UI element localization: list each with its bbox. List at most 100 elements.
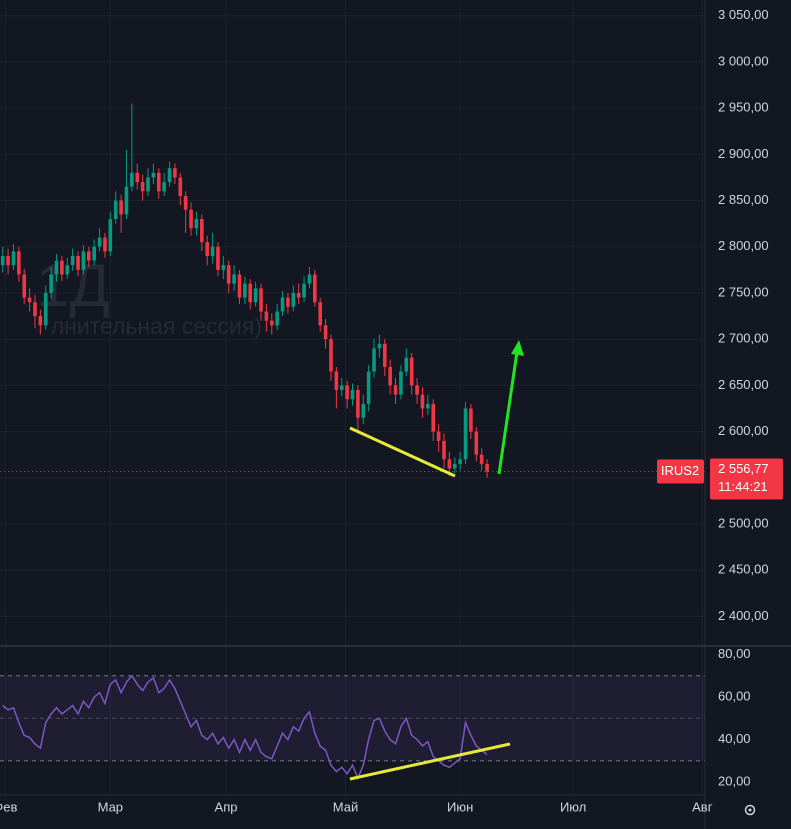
candle-body bbox=[399, 371, 403, 395]
x-tick-label: Май bbox=[333, 799, 358, 814]
time-label: 11:44:21 bbox=[718, 479, 768, 494]
candle-body bbox=[156, 172, 161, 192]
candle-body bbox=[27, 297, 32, 303]
y-tick-label: 2 900,00 bbox=[718, 146, 769, 161]
candle-body bbox=[237, 274, 242, 298]
candle-body bbox=[296, 292, 301, 298]
y-tick-label: 60,00 bbox=[718, 688, 751, 703]
candle-body bbox=[426, 403, 430, 409]
candle-body bbox=[339, 385, 344, 391]
x-tick-label: Июл bbox=[560, 799, 586, 814]
candle-body bbox=[253, 288, 258, 303]
settings-icon[interactable] bbox=[744, 804, 756, 816]
symbol-label: IRUS2 bbox=[661, 463, 699, 478]
y-tick-label: 40,00 bbox=[718, 731, 751, 746]
candle-body bbox=[205, 242, 209, 256]
candle-body bbox=[382, 343, 387, 367]
candle-body bbox=[97, 237, 102, 247]
candle-body bbox=[447, 459, 452, 469]
watermark: лнительная сессия) bbox=[51, 313, 262, 339]
candle-body bbox=[130, 172, 134, 187]
candle-body bbox=[200, 219, 204, 243]
candle-body bbox=[248, 283, 253, 303]
candle-body bbox=[259, 288, 263, 312]
arrow bbox=[497, 351, 519, 475]
labels: 2 400,002 450,002 500,002 550,002 600,00… bbox=[0, 7, 783, 814]
candle-body bbox=[307, 274, 312, 284]
candle-body bbox=[183, 195, 188, 210]
candle-body bbox=[17, 251, 21, 275]
y-tick-label: 2 600,00 bbox=[718, 423, 769, 438]
candle-body bbox=[38, 316, 43, 326]
candle-body bbox=[70, 255, 75, 266]
candle-body bbox=[393, 385, 398, 395]
y-tick-label: 20,00 bbox=[718, 774, 751, 789]
candle-body bbox=[323, 325, 328, 340]
x-tick-label: Фев bbox=[0, 799, 17, 814]
y-tick-label: 2 450,00 bbox=[718, 562, 769, 577]
symbol-tag bbox=[657, 459, 704, 484]
candle-body bbox=[86, 251, 91, 261]
y-tick-label: 2 950,00 bbox=[718, 100, 769, 115]
candle-body bbox=[119, 200, 123, 215]
candle-body bbox=[458, 459, 462, 464]
candle-body bbox=[280, 297, 285, 312]
candle-body bbox=[135, 172, 140, 183]
y-tick-label: 2 650,00 bbox=[718, 377, 769, 392]
candle-body bbox=[479, 454, 484, 464]
candle-body bbox=[366, 371, 371, 404]
candle-body bbox=[113, 200, 118, 220]
candle-body bbox=[216, 246, 220, 270]
y-tick-label: 3 000,00 bbox=[718, 53, 769, 68]
candle-body bbox=[329, 339, 333, 372]
trend-line bbox=[349, 426, 456, 478]
y-tick-label: 2 850,00 bbox=[718, 192, 769, 207]
candle-body bbox=[474, 431, 479, 455]
candle-body bbox=[210, 246, 215, 256]
candle-body bbox=[356, 390, 360, 418]
candle-body bbox=[452, 463, 457, 469]
arrow-head bbox=[511, 340, 524, 356]
candle-body bbox=[173, 168, 177, 178]
candle-body bbox=[463, 408, 468, 460]
candle-body bbox=[442, 440, 446, 460]
candle-body bbox=[54, 260, 59, 275]
candle-body bbox=[485, 463, 489, 472]
candle-body bbox=[6, 255, 10, 266]
candle-body bbox=[286, 297, 290, 307]
candle-body bbox=[81, 251, 86, 270]
candle-body bbox=[415, 385, 419, 395]
y-tick-label: 3 050,00 bbox=[718, 7, 769, 22]
candle-body bbox=[0, 255, 5, 266]
candle-body bbox=[264, 311, 269, 321]
candle-body bbox=[377, 343, 382, 349]
candle-body bbox=[388, 366, 392, 386]
rsi-line bbox=[2, 674, 488, 780]
settings-icon-dot bbox=[748, 808, 752, 812]
candle-body bbox=[178, 177, 183, 196]
candle-body bbox=[431, 403, 436, 432]
price-label: 2 556,77 bbox=[718, 461, 769, 476]
candle-body bbox=[162, 182, 166, 192]
candle-body bbox=[146, 177, 150, 192]
candle-body bbox=[420, 394, 425, 409]
candle-body bbox=[469, 408, 473, 432]
candle-body bbox=[221, 265, 226, 270]
y-tick-label: 2 800,00 bbox=[718, 238, 769, 253]
candle-body bbox=[361, 403, 366, 418]
y-tick-label: 2 400,00 bbox=[718, 608, 769, 623]
candle-body bbox=[226, 265, 231, 284]
candle-body bbox=[11, 251, 16, 266]
grid bbox=[0, 0, 705, 795]
candle-body bbox=[334, 371, 339, 391]
candle-body bbox=[189, 209, 193, 229]
y-tick-label: 80,00 bbox=[718, 646, 751, 661]
candle-body bbox=[291, 292, 296, 307]
candle-body bbox=[22, 274, 27, 298]
candle-body bbox=[318, 302, 323, 326]
y-tick-label: 2 500,00 bbox=[718, 515, 769, 530]
y-tick-label: 2 700,00 bbox=[718, 331, 769, 346]
x-tick-label: Апр bbox=[215, 799, 238, 814]
candle-body bbox=[108, 219, 113, 252]
